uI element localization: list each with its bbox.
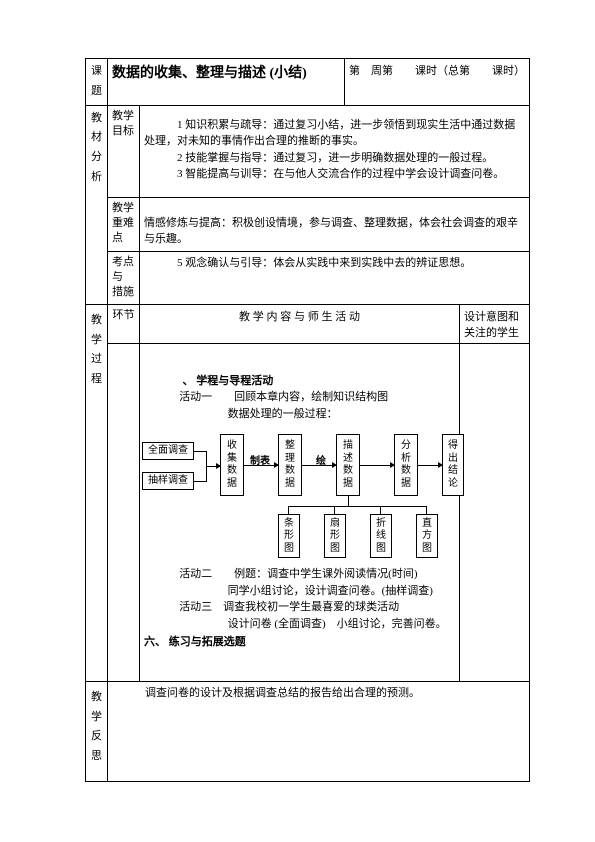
reflect-content: 调查问卷的设计及根据调查总结的报告给出合理的预测。 xyxy=(108,681,530,781)
lesson-plan-table: 课题 数据的收集、整理与描述 (小结) 第 周第 课时（总第 课时） 教 材 分… xyxy=(85,58,530,782)
flowchart: 全面调查 抽样调查 收集数据 整理数据 描述数据 分析数据 得出结论 制表 绘 xyxy=(142,428,455,562)
box-full-survey: 全面调查 xyxy=(142,442,194,460)
box-hist: 直方图 xyxy=(416,514,438,558)
activity-2-sub: 同学小组讨论，设计调查问卷。(抽样调查) xyxy=(228,583,455,600)
exam-content: 5 观念确认与引导：体会从实践中来到实践中去的辨证思想。 xyxy=(140,251,530,304)
box-line: 折线图 xyxy=(370,514,392,558)
goal-label: 教学 目标 xyxy=(108,105,140,197)
process-content-header: 教 学 内 容 与 师 生 活 动 xyxy=(140,304,460,343)
focus-content: 情感修炼与提高：积极创设情境，参与调查、整理数据，体会社会调查的艰辛与乐趣。 xyxy=(140,197,530,251)
link-body xyxy=(108,343,140,681)
keti-label: 课题 xyxy=(86,59,108,106)
box-describe: 描述数据 xyxy=(336,434,360,496)
exam-label: 考点 与 措施 xyxy=(108,251,140,304)
box-conclude: 得出结论 xyxy=(442,434,464,496)
link-label: 环节 xyxy=(108,304,140,343)
reflect-label: 教 学 反 思 xyxy=(86,681,108,781)
box-sector: 扇形图 xyxy=(324,514,346,558)
box-analyze: 分析数据 xyxy=(394,434,418,496)
process-content-body: 、 学程与导程活动 活动一 回顾本章内容，绘制知识结构图 数据处理的一般过程： … xyxy=(140,343,460,681)
analysis-label: 教 材 分 析 xyxy=(86,105,108,304)
activity-1-sub: 数据处理的一般过程： xyxy=(228,406,455,423)
focus-label: 教学 重难 点 xyxy=(108,197,140,251)
design-header: 设计意图和关注的学生 xyxy=(460,304,530,343)
box-organize: 整理数据 xyxy=(278,434,302,496)
activity-3: 活动三 调查我校初一学生最喜爱的球类活动 xyxy=(179,599,455,616)
activity-1: 活动一 回顾本章内容，绘制知识结构图 xyxy=(179,389,455,406)
box-sample-survey: 抽样调查 xyxy=(142,472,194,490)
lbl-draw: 绘 xyxy=(316,454,326,469)
activity-3-sub: 设计问卷 (全面调查) 小组讨论，完善问卷。 xyxy=(228,616,455,633)
box-collect: 收集数据 xyxy=(220,434,244,496)
design-body xyxy=(460,343,530,681)
week-info: 第 周第 课时（总第 课时） xyxy=(345,59,530,106)
lbl-tab: 制表 xyxy=(250,454,270,469)
goal-content: 1 知识积累与疏导：通过复习小结，进一步领悟到现实生活中通过数据 处理，对未知的… xyxy=(140,105,530,197)
box-bar: 条形图 xyxy=(278,514,300,558)
lesson-title: 数据的收集、整理与描述 (小结) xyxy=(108,59,345,106)
process-label: 教 学 过 程 xyxy=(86,304,108,681)
section-six: 六、 练习与拓展选题 xyxy=(144,634,455,651)
activity-2: 活动二 例题：调查中学生课外阅读情况(时间) xyxy=(179,566,455,583)
track-title: 、 学程与导程活动 xyxy=(183,375,274,387)
